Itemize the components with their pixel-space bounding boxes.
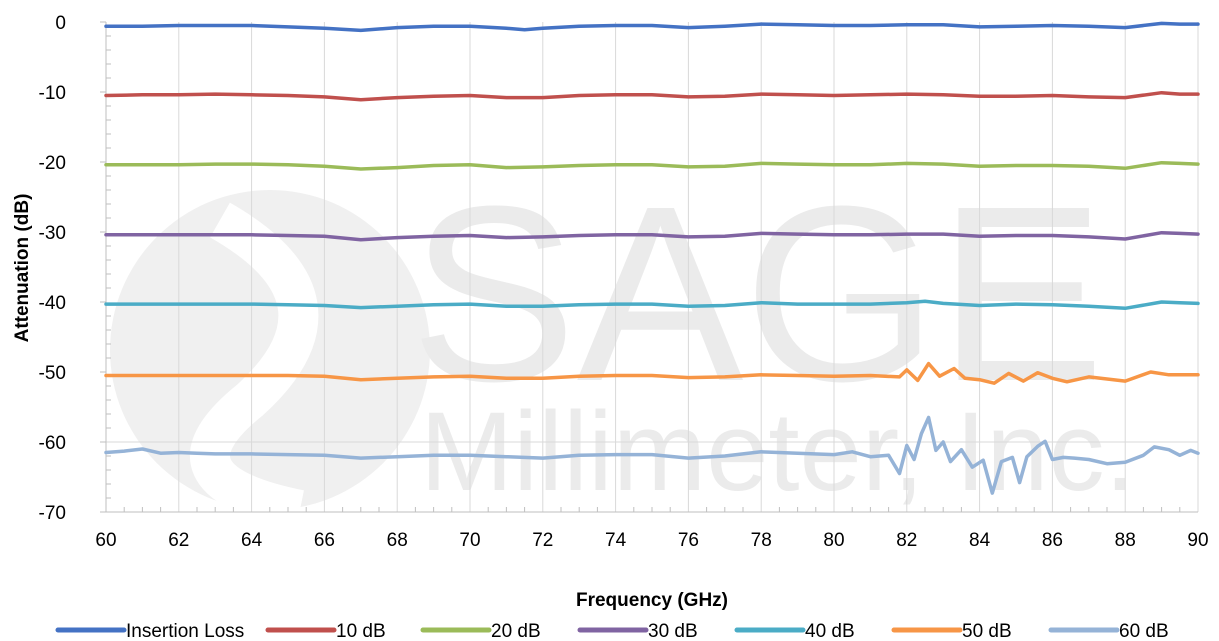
y-tick-label: -50 <box>39 363 66 384</box>
legend-label: 40 dB <box>805 621 855 641</box>
series-line-1 <box>104 90 1200 102</box>
series-line-4 <box>104 299 1200 311</box>
y-tick-label: -70 <box>39 503 66 524</box>
x-tick-label: 82 <box>896 530 917 551</box>
axes <box>100 21 1198 513</box>
x-tick-label: 74 <box>605 530 627 551</box>
grid <box>106 22 1199 512</box>
x-tick-label: 86 <box>1042 530 1063 551</box>
y-tick-label: -40 <box>39 293 66 314</box>
y-tick-label: -20 <box>39 153 66 174</box>
x-tick-label: 90 <box>1187 530 1208 551</box>
watermark-logo-swoosh <box>190 202 319 530</box>
x-tick-label: 80 <box>823 530 844 551</box>
legend: Insertion Loss 10 dB 20 dB 30 dB 40 dB 50 dB 6… <box>55 621 1169 641</box>
x-tick-label: 62 <box>168 530 189 551</box>
legend-label: 30 dB <box>648 621 698 641</box>
y-tick-label: -10 <box>39 83 66 104</box>
legend-label: 60 dB <box>1119 621 1169 641</box>
series-line-2 <box>104 160 1200 171</box>
series-line-6 <box>104 415 1200 495</box>
x-axis-title: Frequency (GHz) <box>576 590 728 611</box>
series-line-3 <box>104 230 1200 242</box>
tick-labels: 60 62 64 66 68 70 72 74 76 78 80 82 84 86 88 90 0 -10 -20 -… <box>39 13 1209 551</box>
y-tick-label: -30 <box>39 223 66 244</box>
legend-label: 50 dB <box>962 621 1012 641</box>
watermark-company: SAGE <box>410 154 1105 433</box>
y-tick-label: -60 <box>39 433 66 454</box>
legend-label: Insertion Loss <box>126 621 244 641</box>
legend-label: 20 dB <box>491 621 541 641</box>
x-tick-label: 72 <box>532 530 553 551</box>
y-tick-label: 0 <box>55 13 66 34</box>
y-axis-title: Attenuation (dB) <box>12 194 33 343</box>
x-tick-label: 68 <box>387 530 408 551</box>
x-tick-label: 60 <box>95 530 116 551</box>
legend-label: 10 dB <box>336 621 386 641</box>
x-tick-label: 78 <box>751 530 772 551</box>
watermark: SAGE Millimeter, Inc. <box>110 154 1136 530</box>
series-line-5 <box>104 361 1200 385</box>
x-tick-label: 76 <box>678 530 699 551</box>
series-group <box>104 21 1200 495</box>
x-tick-label: 66 <box>314 530 335 551</box>
x-tick-label: 64 <box>241 530 263 551</box>
x-tick-label: 88 <box>1115 530 1136 551</box>
x-tick-label: 70 <box>459 530 480 551</box>
x-tick-label: 84 <box>969 530 991 551</box>
series-line-0 <box>104 21 1200 33</box>
